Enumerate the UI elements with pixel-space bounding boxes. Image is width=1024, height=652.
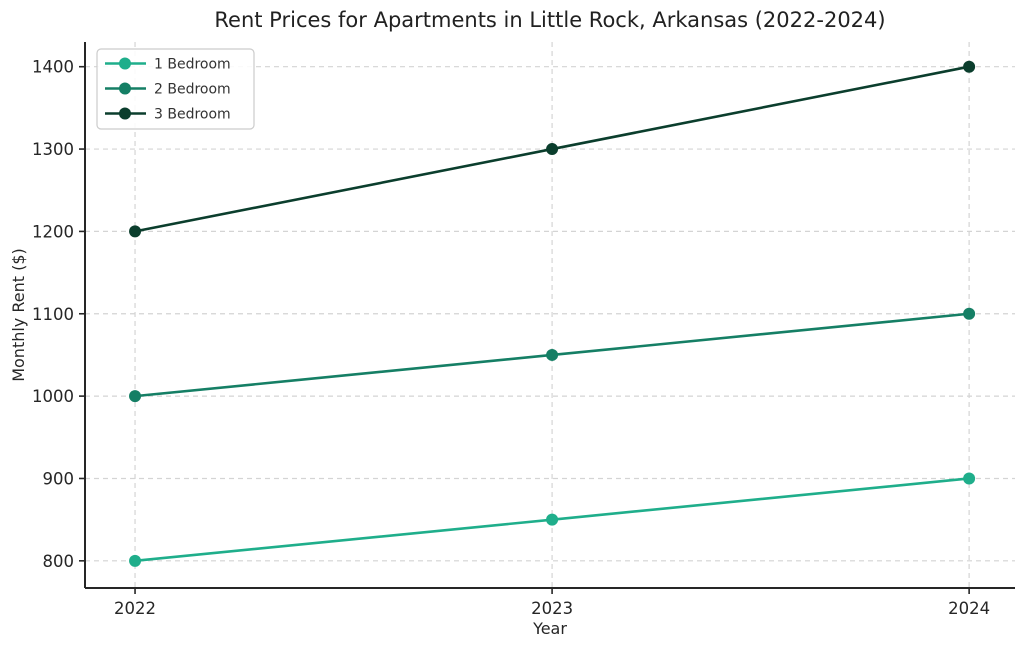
data-point-marker xyxy=(129,225,142,238)
legend-box xyxy=(96,48,255,130)
y-tick-label: 1000 xyxy=(32,387,74,406)
y-tick-label: 1400 xyxy=(32,58,74,77)
x-axis-label: Year xyxy=(533,619,567,638)
data-point-marker xyxy=(963,307,976,320)
y-tick-label: 1300 xyxy=(32,140,74,159)
x-tick-label: 2022 xyxy=(114,599,156,618)
y-tick-label: 900 xyxy=(43,469,75,488)
x-tick-label: 2024 xyxy=(948,599,990,618)
data-point-marker xyxy=(963,472,976,485)
legend-item-label: 2 Bedroom xyxy=(154,82,231,98)
legend-sample-marker xyxy=(119,57,131,70)
legend-item-label: 3 Bedroom xyxy=(154,107,231,123)
y-tick-label: 1100 xyxy=(32,305,74,324)
data-point-marker xyxy=(129,390,142,403)
y-tick-label: 800 xyxy=(43,552,75,571)
x-tick-label: 2023 xyxy=(531,599,573,618)
legend-sample-marker xyxy=(119,107,131,120)
data-point-marker xyxy=(546,143,559,156)
legend-item-label: 1 Bedroom xyxy=(154,57,231,73)
data-point-marker xyxy=(546,513,559,526)
data-point-marker xyxy=(546,348,559,361)
legend-sample-marker xyxy=(119,82,131,95)
y-tick-label: 1200 xyxy=(32,222,74,241)
chart-title: Rent Prices for Apartments in Little Roc… xyxy=(214,8,886,32)
data-point-marker xyxy=(129,554,142,567)
data-point-marker xyxy=(963,60,976,73)
y-axis-label: Monthly Rent ($) xyxy=(9,248,28,382)
